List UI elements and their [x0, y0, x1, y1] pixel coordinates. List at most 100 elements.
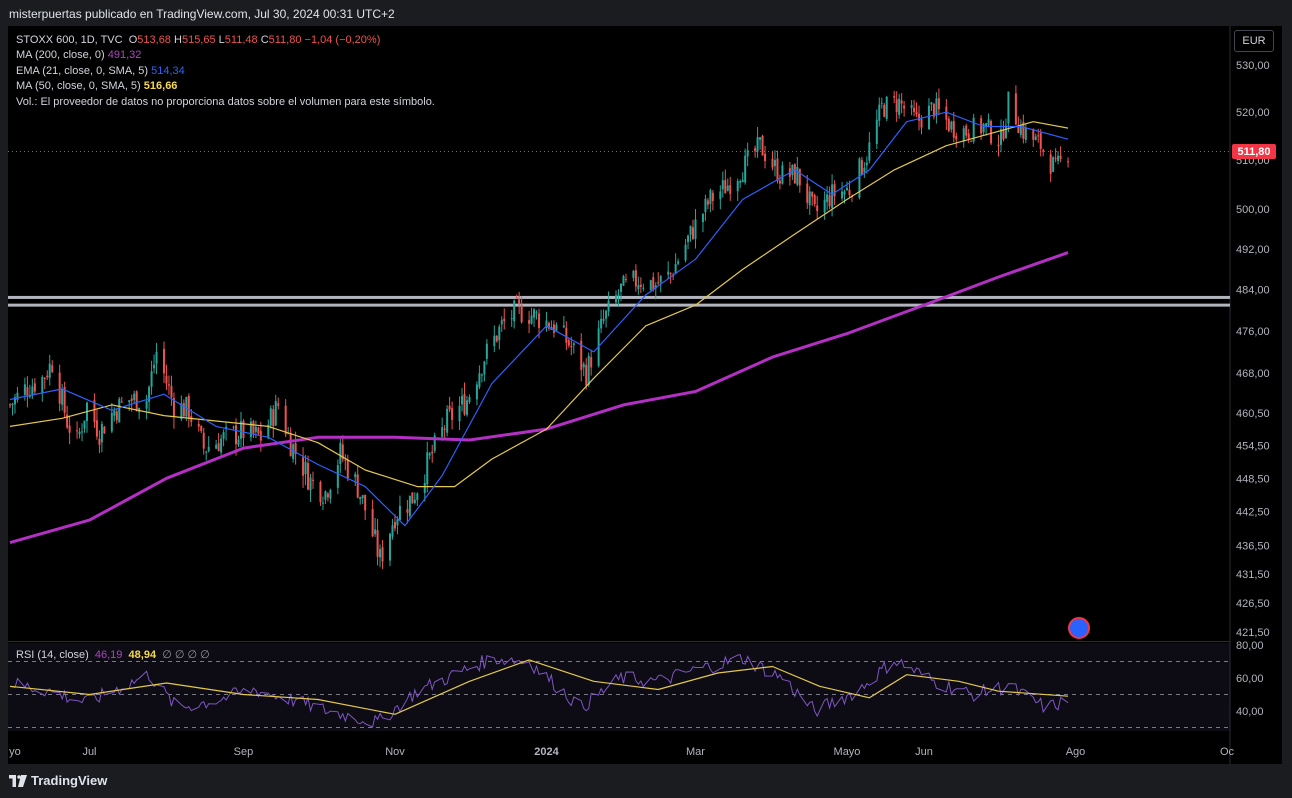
candle-down — [302, 457, 305, 476]
candle-down — [364, 494, 367, 511]
candle-up — [654, 285, 657, 289]
candle-up — [704, 198, 707, 213]
candle-up — [759, 137, 762, 140]
ema21-legend-row[interactable]: EMA (21, close, 0, SMA, 5) 514,34 — [16, 64, 185, 79]
candle-down — [393, 522, 396, 529]
candle-up — [898, 98, 901, 115]
candle-up — [180, 403, 183, 420]
rsi-tick-label: 60,00 — [1236, 673, 1264, 685]
candle-up — [674, 263, 677, 274]
candle-down — [932, 103, 935, 117]
radar-icon[interactable] — [1068, 617, 1090, 639]
price-tick-label: 468,00 — [1236, 368, 1270, 380]
candle-up — [637, 285, 640, 290]
candle-down — [411, 492, 414, 504]
ma50-legend-row[interactable]: MA (50, close, 0, SMA, 5) 516,66 — [16, 79, 177, 94]
ma200-legend-row[interactable]: MA (200, close, 0) 491,32 — [16, 48, 141, 63]
volume-note: Vol.: El proveedor de datos no proporcio… — [16, 96, 435, 108]
candle-down — [895, 99, 898, 113]
price-chart-svg[interactable]: 530,00520,00510,00500,00492,00484,00476,… — [8, 26, 1282, 764]
candle-up — [649, 280, 652, 290]
candle-up — [545, 320, 548, 328]
candle-up — [875, 119, 878, 144]
ema21-label: EMA (21, close, 0, SMA, 5) — [16, 65, 149, 77]
change-value: −1,04 (−0,20%) — [304, 34, 381, 46]
candle-up — [83, 420, 86, 429]
rsi-ma-line — [9, 659, 1069, 715]
candle-up — [701, 214, 704, 223]
candle-up — [746, 150, 749, 157]
candle-down — [98, 438, 101, 445]
candle-up — [309, 477, 312, 491]
candle-down — [294, 443, 297, 455]
rsi-legend-row[interactable]: RSI (14, close) 46,19 48,94 ∅ ∅ ∅ ∅ — [16, 648, 210, 663]
candle-up — [475, 384, 478, 400]
volume-note-row[interactable]: Vol.: El proveedor de datos no proporcio… — [16, 95, 435, 110]
candle-up — [374, 529, 377, 535]
candle-up — [493, 335, 496, 346]
candle-up — [513, 300, 516, 322]
candle-up — [791, 164, 794, 176]
currency-button[interactable]: EUR — [1234, 30, 1274, 52]
candle-up — [232, 426, 235, 428]
candle-down — [200, 426, 203, 432]
candle-down — [913, 107, 916, 112]
candle-up — [1004, 125, 1007, 138]
candle-up — [359, 496, 362, 500]
candle-down — [1054, 158, 1057, 160]
candle-down — [990, 121, 993, 144]
candle-down — [162, 348, 165, 374]
candle-up — [81, 431, 84, 433]
candle-up — [555, 324, 558, 331]
candle-up — [416, 493, 419, 500]
candle-down — [165, 375, 168, 384]
candle-down — [945, 106, 948, 120]
candle-up — [510, 318, 513, 320]
candle-down — [93, 400, 96, 423]
candle-up — [361, 495, 364, 499]
candle-up — [582, 363, 585, 368]
candle-up — [485, 343, 488, 359]
candle-up — [391, 525, 394, 537]
candle-down — [970, 140, 973, 142]
candle-up — [267, 424, 270, 439]
candle-down — [1042, 149, 1045, 152]
footer-brand[interactable]: TradingView — [9, 773, 107, 788]
candle-down — [570, 346, 573, 348]
candle-down — [965, 125, 968, 136]
candle-down — [1067, 161, 1070, 163]
candle-down — [66, 414, 69, 428]
candle-up — [622, 276, 625, 286]
candle-up — [239, 421, 242, 439]
candle-up — [426, 452, 429, 485]
candle-up — [461, 395, 464, 405]
candle-up — [677, 261, 680, 264]
candle-up — [254, 426, 257, 432]
candle-down — [448, 405, 451, 410]
candle-down — [997, 144, 1000, 147]
candle-up — [389, 533, 392, 561]
ma200-value: 491,32 — [107, 49, 142, 61]
chart-area[interactable]: 530,00 520,00 510,00 500,00 492,00 484,00 476,… — [8, 26, 1282, 764]
candle-down — [46, 375, 49, 378]
candle-up — [841, 191, 844, 199]
candle-up — [321, 502, 324, 504]
candle-down — [764, 153, 767, 161]
candle-up — [726, 185, 729, 191]
time-tick-label: Nov — [385, 746, 405, 758]
rsi-tick-label: 80,00 — [1236, 640, 1264, 652]
candle-down — [451, 408, 454, 420]
candle-down — [918, 113, 921, 121]
candle-down — [778, 180, 781, 184]
candle-up — [605, 310, 608, 319]
price-tick-label: 500,00 — [1236, 204, 1270, 216]
ma200-label: MA (200, close, 0) — [16, 49, 105, 61]
rsi-ma-value: 48,94 — [128, 649, 157, 661]
candle-down — [242, 420, 245, 438]
candle-up — [796, 167, 799, 185]
candle-down — [811, 191, 814, 197]
candle-up — [11, 403, 14, 406]
candle-up — [215, 444, 218, 449]
candle-up — [379, 549, 382, 558]
symbol-name[interactable]: STOXX 600, 1D, TVC — [16, 34, 123, 46]
